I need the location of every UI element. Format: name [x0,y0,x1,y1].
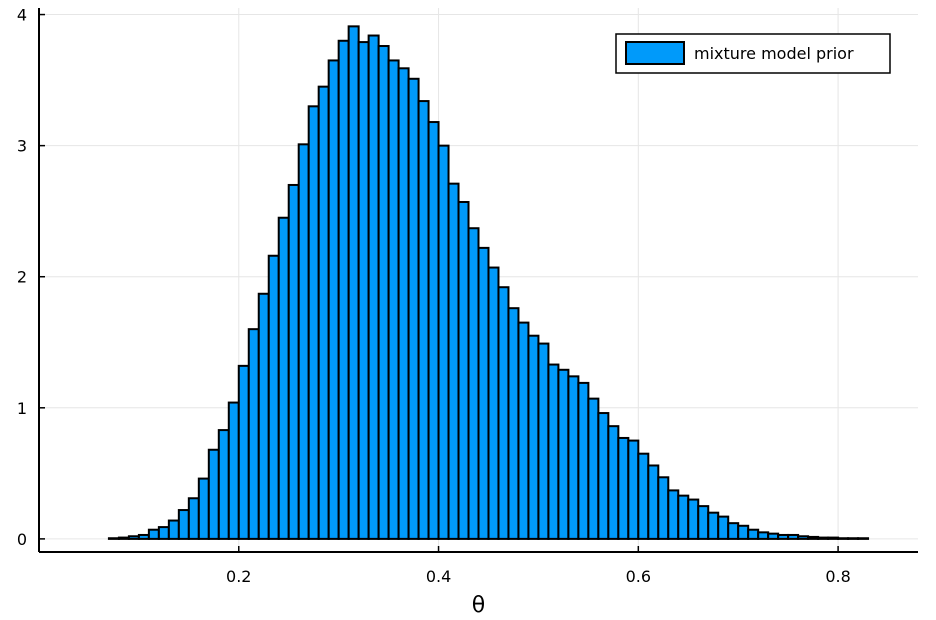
histogram-bar [317,85,330,540]
histogram-bar [287,183,300,540]
histogram-bar [697,505,710,540]
histogram-bar [597,412,610,540]
histogram-bar [217,429,230,540]
histogram-bar [447,182,460,540]
histogram-bar [667,489,680,540]
histogram-bar [567,375,580,540]
legend-label: mixture model prior [694,44,854,63]
histogram-bar [747,528,760,540]
histogram-bar [367,34,380,540]
histogram-bar [577,381,590,540]
histogram-bar [557,368,570,540]
histogram-bar [197,477,210,540]
histogram-bar [397,67,410,540]
histogram-bar [407,77,420,540]
y-tick-label: 2 [17,268,27,287]
x-tick-label: 0.6 [626,567,651,586]
histogram-bar [327,59,340,540]
histogram-bar [247,328,260,540]
histogram-bar [627,439,640,540]
x-tick-label: 0.8 [825,567,850,586]
histogram-bar [657,476,670,540]
histogram-bar [617,436,630,540]
histogram-bar [107,537,120,540]
histogram-bar [157,526,170,540]
histogram-bar [647,464,660,540]
histogram-bar [727,522,740,540]
histogram-bar [417,100,430,540]
histogram-bar [457,201,470,540]
histogram-bar [167,519,180,540]
histogram-bar [527,334,540,540]
histogram-bar [387,59,400,540]
histogram-bar [177,509,190,540]
histogram-bars [107,25,870,540]
x-axis-label: θ [472,593,485,618]
histogram-bar [777,533,790,540]
histogram-bar [857,537,870,540]
y-ticks: 0 1 2 3 4 [17,6,45,549]
histogram-bar [377,45,390,540]
y-tick-label: 3 [17,137,27,156]
x-tick-label: 0.2 [226,567,251,586]
legend: mixture model prior [615,33,891,74]
histogram-bar [817,536,830,540]
histogram-bar [677,494,690,540]
histogram-bar [487,266,500,540]
histogram-bar [607,425,620,540]
y-tick-label: 1 [17,399,27,418]
x-ticks: 0.2 0.4 0.6 0.8 [226,546,851,586]
histogram-bar [237,364,250,540]
histogram-bar [837,537,850,540]
histogram-bar [477,246,490,540]
histogram-bar [227,401,240,540]
histogram-bar [357,41,370,540]
histogram-bar [537,342,550,540]
histogram-bar [257,292,270,540]
histogram-bar [827,536,840,540]
histogram-bar [137,533,150,540]
histogram-bar [437,144,450,540]
histogram-bar [757,531,770,540]
histogram-bar [787,533,800,540]
histogram-bar [707,511,720,540]
histogram-bar [467,227,480,540]
histogram-bar [347,25,360,540]
histogram-bar [307,105,320,540]
histogram-bar [847,537,860,540]
histogram-bar [767,532,780,540]
histogram-bar [807,535,820,540]
histogram-bar [797,535,810,540]
histogram-bar [717,515,730,540]
histogram-bar [207,448,220,540]
histogram-bar [737,524,750,540]
x-tick-label: 0.4 [426,567,451,586]
histogram-bar [687,498,700,540]
histogram-bar [337,39,350,540]
histogram-bar [637,452,650,540]
axes [38,8,918,553]
histogram-bar [497,286,510,540]
histogram-bar [267,254,280,540]
histogram-bar [147,528,160,540]
y-tick-label: 4 [17,6,27,25]
histogram-bar [517,321,530,540]
histogram-bar [297,143,310,540]
histogram-bar [127,535,140,540]
histogram-bar [507,307,520,540]
histogram-bar [427,121,440,540]
histogram-bar [187,497,200,540]
histogram-bar [117,536,130,540]
histogram-bar [587,397,600,540]
y-tick-label: 0 [17,530,27,549]
histogram-bar [547,363,560,540]
legend-swatch [625,41,685,65]
histogram-bar [277,216,290,540]
